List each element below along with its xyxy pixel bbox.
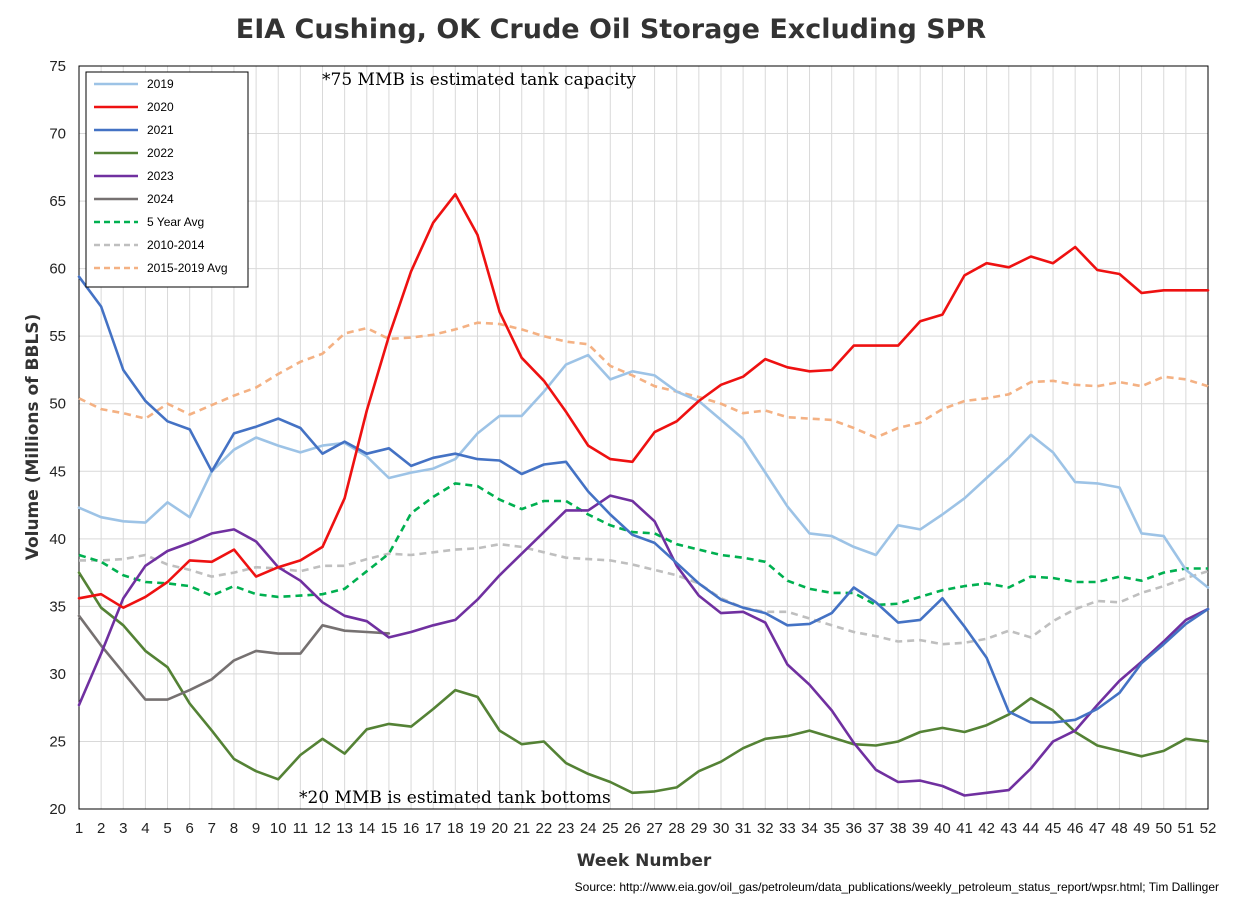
legend-label: 2023 — [147, 169, 174, 183]
x-tick-label: 9 — [252, 820, 260, 837]
plot-area — [79, 66, 1208, 809]
x-tick-label: 19 — [469, 820, 486, 837]
x-tick-label: 32 — [757, 820, 774, 837]
x-tick-label: 49 — [1133, 820, 1150, 837]
x-tick-label: 41 — [956, 820, 973, 837]
x-tick-label: 15 — [381, 820, 398, 837]
x-tick-label: 46 — [1067, 820, 1084, 837]
x-tick-label: 36 — [845, 820, 862, 837]
legend: 2019 2020 2021 2022 2023 2024 5 Year Avg 2010-2… — [85, 71, 249, 288]
series-line-2015-2019-avg — [78, 321, 1209, 439]
series-line-2022 — [77, 571, 1210, 795]
x-tick-label: 25 — [602, 820, 619, 837]
series-line-2021 — [77, 275, 1210, 724]
x-tick-label: 43 — [1000, 820, 1017, 837]
x-tick-label: 40 — [934, 820, 951, 837]
x-tick-label: 28 — [668, 820, 685, 837]
x-tick-label: 6 — [186, 820, 194, 837]
y-tick-label: 50 — [49, 396, 66, 413]
x-tick-label: 50 — [1155, 820, 1172, 837]
x-tick-label: 39 — [912, 820, 929, 837]
y-tick-label: 30 — [49, 666, 66, 683]
x-tick-label: 20 — [491, 820, 508, 837]
x-tick-label: 45 — [1045, 820, 1062, 837]
legend-label: 2020 — [147, 100, 174, 114]
x-tick-label: 30 — [713, 820, 730, 837]
x-tick-label: 38 — [890, 820, 907, 837]
x-tick-label: 21 — [513, 820, 530, 837]
x-tick-label: 47 — [1089, 820, 1106, 837]
legend-label: 2015-2019 Avg — [147, 261, 228, 275]
series-line-2019 — [77, 353, 1210, 589]
legend-label: 2021 — [147, 123, 174, 137]
y-tick-label: 40 — [49, 531, 66, 548]
x-tick-label: 14 — [358, 820, 375, 837]
x-tick-label: 16 — [403, 820, 420, 837]
x-tick-label: 33 — [779, 820, 796, 837]
x-tick-label: 37 — [868, 820, 885, 837]
x-tick-label: 18 — [447, 820, 464, 837]
source-note: Source: http://www.eia.gov/oil_gas/petro… — [575, 880, 1219, 894]
x-tick-label: 7 — [208, 820, 216, 837]
y-tick-label: 45 — [49, 463, 66, 480]
series-line-2020 — [77, 193, 1210, 609]
x-tick-label: 5 — [163, 820, 171, 837]
x-tick-label: 3 — [119, 820, 127, 837]
x-tick-label: 13 — [336, 820, 353, 837]
x-tick-label: 12 — [314, 820, 331, 837]
x-tick-label: 26 — [624, 820, 641, 837]
y-tick-label: 65 — [49, 193, 66, 210]
y-tick-label: 25 — [49, 733, 66, 750]
x-tick-label: 4 — [141, 820, 149, 837]
chart-title: EIA Cushing, OK Crude Oil Storage Exclud… — [236, 14, 987, 45]
x-tick-label: 23 — [558, 820, 575, 837]
legend-label: 2019 — [147, 77, 174, 91]
capacity-annotation: *75 MMB is estimated tank capacity — [322, 70, 636, 90]
legend-label: 2010-2014 — [147, 238, 205, 252]
series-line-2024 — [77, 614, 391, 701]
y-axis-title: Volume (Millions of BBLS) — [23, 314, 43, 561]
x-tick-label: 31 — [735, 820, 752, 837]
legend-label: 2024 — [147, 192, 174, 206]
y-tick-label: 70 — [49, 126, 66, 143]
y-tick-label: 35 — [49, 598, 66, 615]
y-tick-labels: 75 70 65 60 55 50 45 40 35 30 25 20 — [49, 58, 66, 818]
x-tick-label: 29 — [690, 820, 707, 837]
y-tick-label: 75 — [49, 58, 66, 75]
x-tick-labels: 1 2 3 4 5 6 7 8 9 10 11 12 13 14 15 16 17 18 19 20 21 22 23 24 2… — [75, 820, 1217, 837]
x-tick-label: 52 — [1200, 820, 1217, 837]
x-axis-title: Week Number — [577, 851, 712, 871]
x-tick-label: 34 — [801, 820, 818, 837]
x-tick-label: 24 — [580, 820, 597, 837]
x-tick-label: 42 — [978, 820, 995, 837]
plot-frame — [78, 65, 1209, 810]
bottoms-annotation: *20 MMB is estimated tank bottoms — [299, 788, 611, 808]
x-tick-label: 1 — [75, 820, 83, 837]
series-lines — [77, 193, 1210, 797]
x-tick-label: 10 — [270, 820, 287, 837]
x-tick-label: 22 — [536, 820, 553, 837]
x-tick-label: 48 — [1111, 820, 1128, 837]
legend-label: 2022 — [147, 146, 174, 160]
x-tick-label: 35 — [823, 820, 840, 837]
series-line-2023 — [77, 494, 1210, 797]
y-tick-label: 20 — [49, 801, 66, 818]
y-tick-label: 55 — [49, 328, 66, 345]
x-tick-label: 2 — [97, 820, 105, 837]
x-tick-label: 44 — [1023, 820, 1040, 837]
y-tick-label: 60 — [49, 261, 66, 278]
legend-label: 5 Year Avg — [147, 215, 204, 229]
x-tick-label: 8 — [230, 820, 238, 837]
x-tick-label: 27 — [646, 820, 663, 837]
x-tick-label: 17 — [425, 820, 442, 837]
series-line-5-year-avg — [78, 482, 1208, 607]
x-tick-label: 11 — [293, 820, 309, 837]
series-line-2010-2014 — [79, 542, 1209, 646]
x-tick-label: 51 — [1178, 820, 1195, 837]
